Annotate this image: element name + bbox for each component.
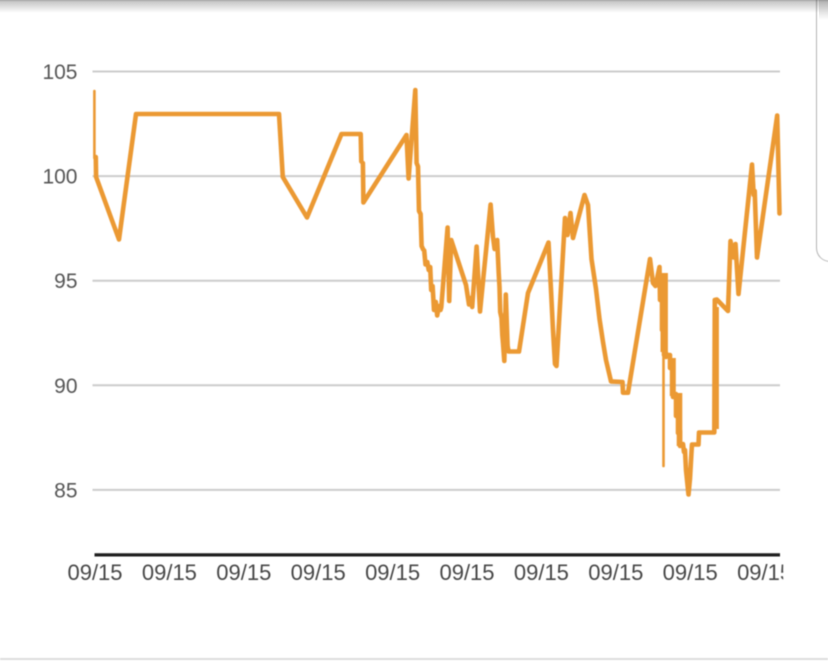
svg-text:95: 95 [54, 270, 77, 293]
svg-text:09/15: 09/15 [737, 560, 792, 585]
svg-text:09/15: 09/15 [663, 560, 718, 585]
svg-text:09/15: 09/15 [588, 560, 643, 585]
svg-text:09/15: 09/15 [142, 560, 197, 585]
svg-text:85: 85 [54, 479, 77, 502]
svg-text:09/15: 09/15 [514, 560, 569, 585]
svg-text:90: 90 [54, 375, 77, 398]
svg-text:09/15: 09/15 [67, 560, 122, 585]
svg-text:09/15: 09/15 [365, 560, 420, 585]
svg-text:09/15: 09/15 [291, 560, 346, 585]
svg-text:100: 100 [42, 166, 77, 189]
svg-text:09/15: 09/15 [216, 560, 271, 585]
svg-text:09/15: 09/15 [439, 560, 494, 585]
svg-text:105: 105 [42, 61, 77, 84]
